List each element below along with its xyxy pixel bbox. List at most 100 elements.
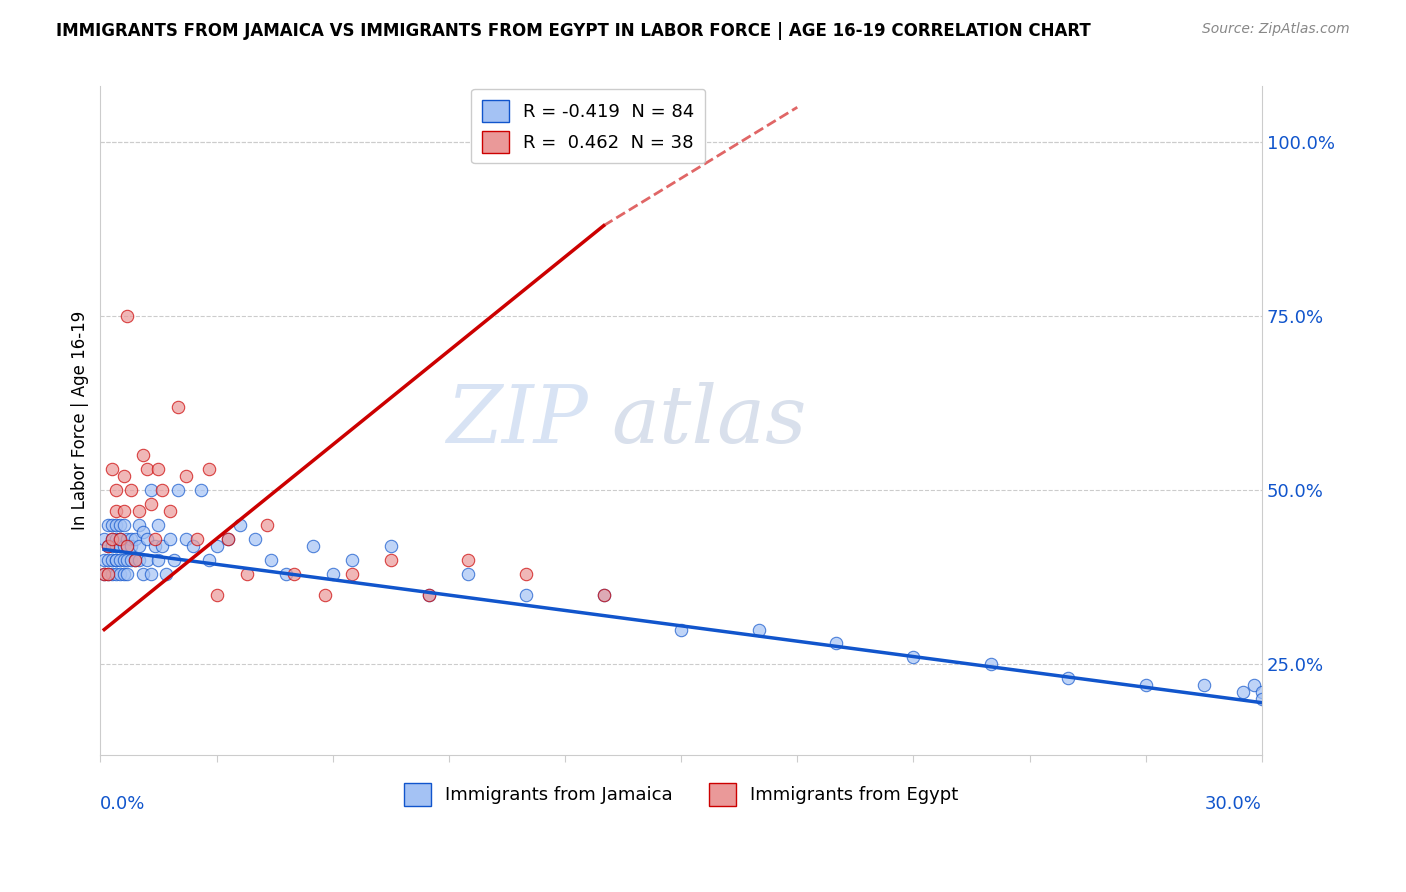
Point <box>101 518 124 533</box>
Point <box>340 553 363 567</box>
Point <box>236 566 259 581</box>
Point <box>108 539 131 553</box>
Text: 30.0%: 30.0% <box>1205 795 1263 813</box>
Point <box>205 588 228 602</box>
Point <box>139 497 162 511</box>
Point <box>104 553 127 567</box>
Point <box>1232 685 1254 699</box>
Point <box>132 449 155 463</box>
Point <box>97 539 120 553</box>
Point <box>117 539 139 553</box>
Point <box>108 532 131 546</box>
Point <box>112 504 135 518</box>
Point <box>1251 685 1274 699</box>
Point <box>314 588 336 602</box>
Point <box>1135 678 1157 692</box>
Point <box>148 553 170 567</box>
Point <box>903 650 925 665</box>
Point <box>457 566 479 581</box>
Point <box>93 566 115 581</box>
Point <box>97 518 120 533</box>
Point <box>112 469 135 483</box>
Y-axis label: In Labor Force | Age 16-19: In Labor Force | Age 16-19 <box>72 311 89 530</box>
Point <box>515 588 537 602</box>
Point <box>163 553 186 567</box>
Point <box>515 566 537 581</box>
Point <box>1192 678 1215 692</box>
Point <box>217 532 239 546</box>
Point <box>101 539 124 553</box>
Point <box>825 636 848 650</box>
Point <box>128 518 150 533</box>
Point <box>148 518 170 533</box>
Point <box>190 483 212 498</box>
Point <box>174 469 197 483</box>
Point <box>97 553 120 567</box>
Point <box>104 504 127 518</box>
Point <box>457 553 479 567</box>
Text: ZIP: ZIP <box>447 382 588 459</box>
Point <box>380 539 402 553</box>
Point <box>186 532 208 546</box>
Point <box>101 566 124 581</box>
Point <box>117 553 139 567</box>
Point <box>143 532 166 546</box>
Point <box>135 532 157 546</box>
Point <box>980 657 1002 672</box>
Point <box>283 566 305 581</box>
Point <box>159 504 181 518</box>
Point <box>197 553 219 567</box>
Point <box>205 539 228 553</box>
Point <box>101 462 124 476</box>
Point <box>1251 692 1274 706</box>
Point <box>128 553 150 567</box>
Point <box>117 566 139 581</box>
Legend: Immigrants from Jamaica, Immigrants from Egypt: Immigrants from Jamaica, Immigrants from… <box>396 776 966 813</box>
Point <box>112 566 135 581</box>
Text: Source: ZipAtlas.com: Source: ZipAtlas.com <box>1202 22 1350 37</box>
Point <box>101 532 124 546</box>
Point <box>256 518 278 533</box>
Point <box>197 462 219 476</box>
Point <box>128 539 150 553</box>
Point <box>108 566 131 581</box>
Point <box>97 539 120 553</box>
Point <box>104 566 127 581</box>
Point <box>245 532 267 546</box>
Point <box>97 566 120 581</box>
Point <box>104 539 127 553</box>
Point <box>669 623 692 637</box>
Point <box>135 553 157 567</box>
Point <box>104 532 127 546</box>
Point <box>108 518 131 533</box>
Point <box>748 623 770 637</box>
Point <box>124 553 146 567</box>
Point <box>108 553 131 567</box>
Point <box>132 524 155 539</box>
Point <box>592 588 614 602</box>
Point <box>104 553 127 567</box>
Point <box>418 588 440 602</box>
Point <box>101 553 124 567</box>
Point <box>159 532 181 546</box>
Point <box>104 518 127 533</box>
Text: atlas: atlas <box>612 382 807 459</box>
Point <box>229 518 252 533</box>
Point <box>166 483 188 498</box>
Text: 0.0%: 0.0% <box>100 795 146 813</box>
Point <box>1057 671 1080 685</box>
Point <box>418 588 440 602</box>
Point <box>124 553 146 567</box>
Point <box>260 553 283 567</box>
Point <box>112 553 135 567</box>
Point <box>93 553 115 567</box>
Point <box>139 566 162 581</box>
Point <box>150 483 173 498</box>
Point <box>322 566 344 581</box>
Point <box>101 532 124 546</box>
Point <box>93 532 115 546</box>
Point <box>120 483 142 498</box>
Point <box>1243 678 1265 692</box>
Point <box>108 532 131 546</box>
Point <box>120 532 142 546</box>
